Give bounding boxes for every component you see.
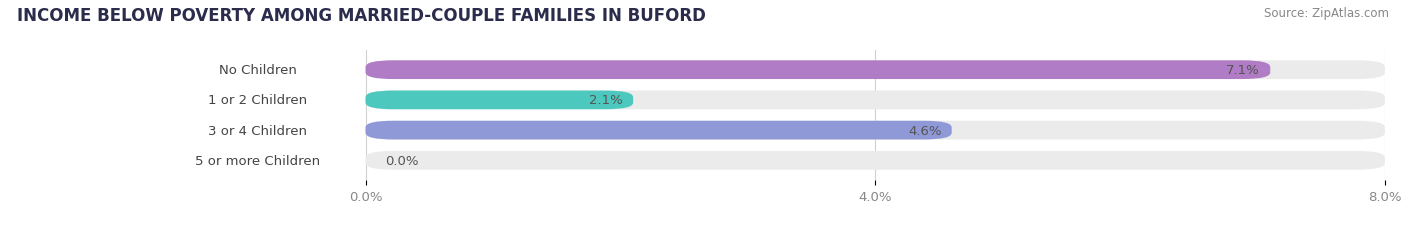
FancyBboxPatch shape bbox=[166, 123, 350, 138]
Text: 1 or 2 Children: 1 or 2 Children bbox=[208, 94, 308, 107]
Text: 3 or 4 Children: 3 or 4 Children bbox=[208, 124, 308, 137]
FancyBboxPatch shape bbox=[166, 63, 350, 78]
Text: 5 or more Children: 5 or more Children bbox=[195, 154, 321, 167]
Text: No Children: No Children bbox=[219, 64, 297, 77]
Text: 4.6%: 4.6% bbox=[908, 124, 942, 137]
FancyBboxPatch shape bbox=[366, 121, 952, 140]
FancyBboxPatch shape bbox=[366, 61, 1385, 80]
FancyBboxPatch shape bbox=[166, 153, 350, 168]
FancyBboxPatch shape bbox=[366, 91, 1385, 110]
Text: 2.1%: 2.1% bbox=[589, 94, 623, 107]
FancyBboxPatch shape bbox=[366, 91, 633, 110]
FancyBboxPatch shape bbox=[166, 93, 350, 108]
FancyBboxPatch shape bbox=[366, 61, 1270, 80]
Text: INCOME BELOW POVERTY AMONG MARRIED-COUPLE FAMILIES IN BUFORD: INCOME BELOW POVERTY AMONG MARRIED-COUPL… bbox=[17, 7, 706, 25]
FancyBboxPatch shape bbox=[366, 151, 1385, 170]
Text: Source: ZipAtlas.com: Source: ZipAtlas.com bbox=[1264, 7, 1389, 20]
FancyBboxPatch shape bbox=[366, 121, 1385, 140]
Text: 7.1%: 7.1% bbox=[1226, 64, 1260, 77]
Text: 0.0%: 0.0% bbox=[385, 154, 418, 167]
